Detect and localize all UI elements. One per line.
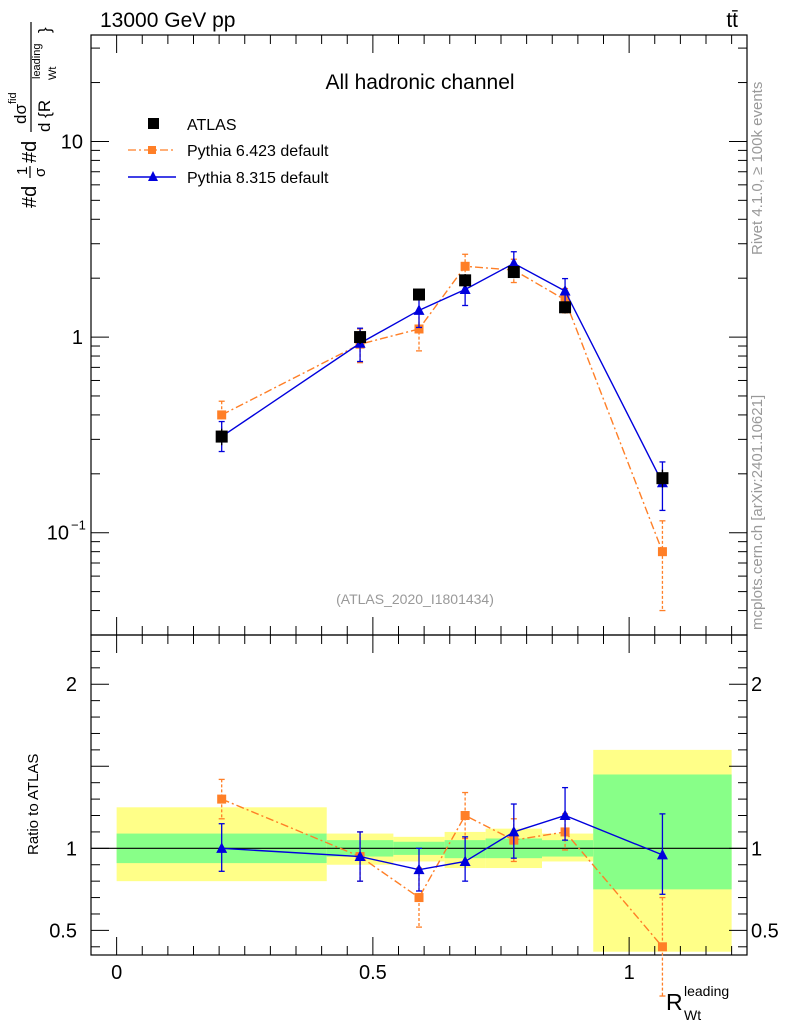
xlabel-base: R <box>666 989 683 1015</box>
ratio-ytick-label-right: 2 <box>751 674 762 696</box>
pythia8-point <box>559 284 571 296</box>
pythia6-point <box>460 261 470 271</box>
atlas-point <box>459 274 472 287</box>
legend-marker-py6 <box>148 146 156 154</box>
rivet-label: Rivet 4.1.0, ≥ 100k events <box>749 82 766 255</box>
xlabel-sub: Wt <box>684 1007 701 1023</box>
ratio-xtick-label: 0 <box>111 962 122 984</box>
ratio-pythia6-point <box>217 794 227 804</box>
mcplots-label: mcplots.cern.ch [arXiv:2401.10621] <box>749 395 766 630</box>
xlabel: R leading Wt <box>666 983 729 1023</box>
ratio-ytick-label: 0.5 <box>49 920 77 942</box>
pythia6-point <box>217 410 227 420</box>
analysis-label: (ATLAS_2020_I1801434) <box>336 591 494 607</box>
ratio-pythia8-point <box>413 863 425 875</box>
main-ytick-label-exp: −1 <box>71 518 86 533</box>
ratio-pythia8-point <box>559 809 571 821</box>
ylabel-frac1-num: 1 <box>14 167 31 175</box>
chart-title: All hadronic channel <box>325 71 514 94</box>
pythia8-point <box>413 304 425 315</box>
ratio-pythia6-point <box>414 893 424 903</box>
legend-marker-py8 <box>148 171 158 181</box>
ylabel-frac1-den: σ <box>32 167 49 177</box>
atlas-point <box>507 266 520 279</box>
ratio-ytick-label-right: 0.5 <box>751 920 779 942</box>
ylabel-frac2-den: d {R <box>35 100 54 132</box>
legend: ATLAS Pythia 6.423 default Pythia 8.315 … <box>128 117 329 187</box>
pythia8-point <box>508 257 520 268</box>
ylabel-frac2-num: dσ <box>11 104 30 124</box>
legend-label-py6: Pythia 6.423 default <box>187 143 329 160</box>
ratio-panel: 0 0.5 1 0.5 0.5 1 1 2 2 <box>49 634 779 997</box>
ylabel-frac2-den-sup: leading <box>31 44 43 79</box>
atlas-point <box>559 301 572 314</box>
legend-label-py8: Pythia 8.315 default <box>187 170 329 187</box>
ylabel-frac2-num-sup: fid <box>7 92 19 104</box>
atlas-point <box>215 430 228 443</box>
xlabel-sup: leading <box>684 983 729 999</box>
ratio-pythia8-point <box>656 848 668 860</box>
pythia6-point <box>657 547 667 557</box>
ratio-ytick-label: 1 <box>66 838 77 860</box>
atlas-point <box>413 288 425 301</box>
ylabel-frac2-den-close: } <box>35 27 54 33</box>
process-label: tt̄ <box>726 9 738 32</box>
ratio-pythia8-point <box>216 842 228 853</box>
ratio-ylabel: Ratio to ATLAS <box>25 754 42 855</box>
ratio-xtick-label: 0.5 <box>359 962 387 984</box>
ylabel-hash1: #d <box>19 186 41 208</box>
atlas-point <box>354 331 367 344</box>
ratio-ytick-label-right: 1 <box>751 838 762 860</box>
legend-label-atlas: ATLAS <box>187 117 237 134</box>
pythia6-line <box>221 265 664 552</box>
main-ytick-label: 1 <box>72 327 83 349</box>
ylabel-hash2: #d <box>19 141 41 163</box>
ratio-pythia8-point <box>354 850 366 862</box>
main-ytick-label: 10 <box>61 131 83 153</box>
ylabel-frac2-den-sub: Wt <box>47 67 59 80</box>
ratio-xtick-label: 1 <box>624 962 635 984</box>
ratio-pythia8-point <box>508 825 520 837</box>
legend-marker-atlas <box>148 118 159 129</box>
pythia8-line <box>221 262 664 484</box>
ratio-frame <box>90 634 748 956</box>
main-ylabel: #d 1 σ #d dσ fid d {R leading Wt } <box>7 22 59 208</box>
ratio-pythia8-point <box>459 855 471 866</box>
ratio-pythia6-point <box>657 942 667 952</box>
atlas-point <box>656 472 669 485</box>
main-ytick-label: 10 <box>47 523 69 545</box>
energy-label: 13000 GeV pp <box>100 9 235 32</box>
pythia6-point <box>414 324 424 334</box>
pythia8-point <box>459 283 471 295</box>
ratio-pythia6-point <box>460 811 470 821</box>
ratio-ytick-label: 2 <box>66 674 77 696</box>
